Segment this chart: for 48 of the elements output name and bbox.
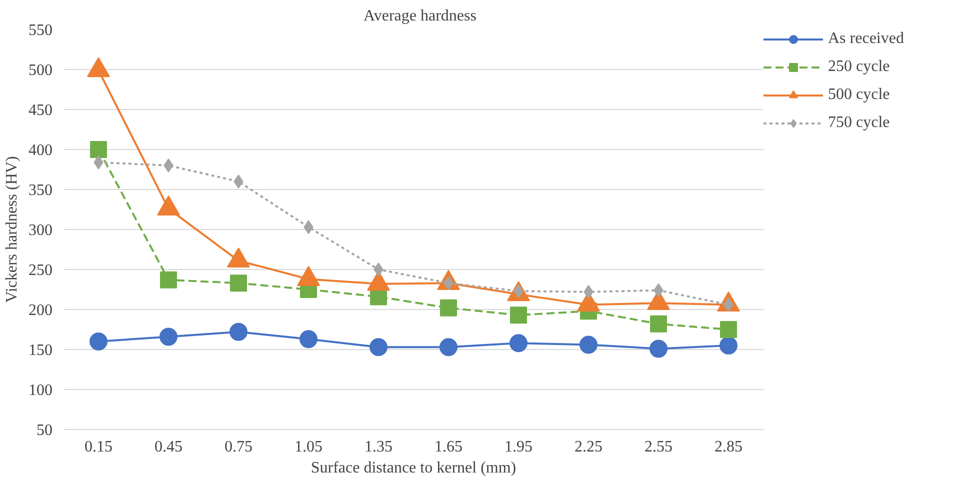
x-tick-label: 0.45	[154, 438, 182, 456]
x-tick-label: 2.85	[714, 438, 742, 456]
point	[230, 274, 247, 292]
point	[510, 306, 527, 324]
y-axis-title: Vickers hardness (HV)	[4, 156, 20, 303]
chart-title: Average hardness	[364, 8, 476, 24]
point	[720, 321, 737, 338]
legend-label: 250 cycle	[828, 58, 890, 76]
point	[440, 338, 458, 356]
legend-label: As received	[828, 30, 904, 48]
y-tick-label: 150	[28, 342, 52, 359]
y-tick-label: 200	[28, 302, 52, 319]
x-tick-label: 1.05	[294, 438, 322, 456]
point	[300, 330, 318, 348]
point	[160, 271, 177, 288]
legend-label: 500 cycle	[828, 86, 890, 104]
x-tick-label: 0.15	[84, 438, 112, 456]
x-tick-label: 2.55	[644, 438, 672, 456]
point	[90, 332, 108, 350]
point	[160, 328, 178, 346]
point	[370, 338, 388, 356]
y-tick-label: 100	[28, 382, 52, 399]
y-tick-label: 50	[36, 422, 52, 439]
y-tick-label: 350	[28, 182, 52, 199]
x-tick-label: 1.35	[364, 438, 392, 456]
point	[650, 315, 667, 332]
x-axis-title: Surface distance to kernel (mm)	[310, 460, 516, 476]
point	[234, 174, 244, 188]
point	[374, 262, 384, 276]
point	[164, 158, 174, 172]
point	[90, 141, 107, 158]
y-tick-label: 450	[28, 102, 52, 119]
y-tick-label: 300	[28, 222, 52, 239]
x-tick-label: 0.75	[224, 438, 252, 456]
point	[230, 322, 248, 341]
y-tick-label: 400	[28, 142, 52, 159]
y-tick-label: 550	[28, 22, 52, 39]
point	[440, 299, 457, 316]
legend-label: 750 cycle	[828, 114, 890, 132]
point	[720, 336, 738, 354]
point	[510, 334, 528, 352]
point	[580, 336, 598, 354]
y-tick-label: 250	[28, 262, 52, 279]
x-tick-label: 1.65	[434, 438, 462, 456]
x-tick-label: 2.25	[574, 438, 602, 456]
y-tick-label: 500	[28, 62, 52, 79]
x-tick-label: 1.95	[504, 438, 532, 456]
point	[650, 340, 668, 358]
